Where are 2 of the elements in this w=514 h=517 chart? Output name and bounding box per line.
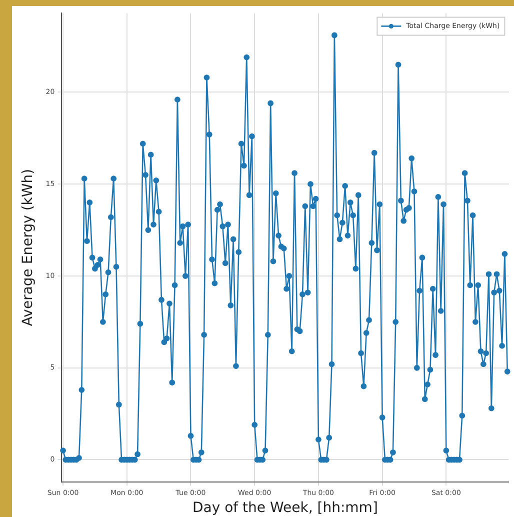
x-axis-title: Day of the Week, [hh:mm]: [192, 500, 378, 516]
y-axis-title: Average Energy (kWh): [20, 168, 36, 326]
